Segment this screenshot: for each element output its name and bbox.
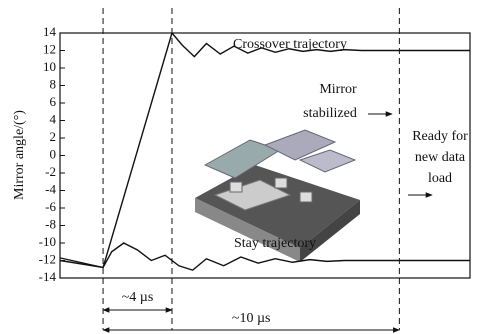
y-tick-label: 4 [50, 111, 57, 126]
y-tick-label: 2 [50, 129, 57, 144]
annotation: load [428, 171, 452, 186]
y-axis-label: Mirror angle/(°) [12, 110, 27, 200]
y-tick-label: 14 [43, 24, 57, 39]
chart: Mirror angle/(°) -14 -12 -10 -8 -6 -4 -2 0 2 4 6 8 1… [0, 0, 480, 334]
y-tick-label: -10 [39, 234, 56, 249]
y-tick-label: 8 [50, 76, 57, 91]
interval-label: ~4 µs [122, 290, 154, 305]
interval-label: ~10 µs [232, 311, 271, 326]
y-tick-label: -12 [39, 251, 56, 266]
y-tick-label: -4 [45, 181, 56, 196]
y-tick-label: -2 [45, 164, 56, 179]
annotation: stabilized [303, 106, 357, 121]
series-label: Stay trajectory [234, 236, 316, 251]
y-tick-label: 10 [43, 59, 56, 74]
y-tick-label: -6 [45, 199, 56, 214]
y-tick-label: -14 [39, 269, 57, 284]
y-tick-label: 6 [50, 94, 57, 109]
y-tick-label: 0 [50, 146, 57, 161]
annotation: Mirror [319, 82, 357, 97]
y-tick-label: 12 [43, 41, 56, 56]
y-tick-label: -8 [45, 216, 56, 231]
annotation: Ready for [412, 129, 468, 144]
series-label: Crossover trajectory [233, 37, 347, 52]
annotation: new data [415, 150, 466, 165]
